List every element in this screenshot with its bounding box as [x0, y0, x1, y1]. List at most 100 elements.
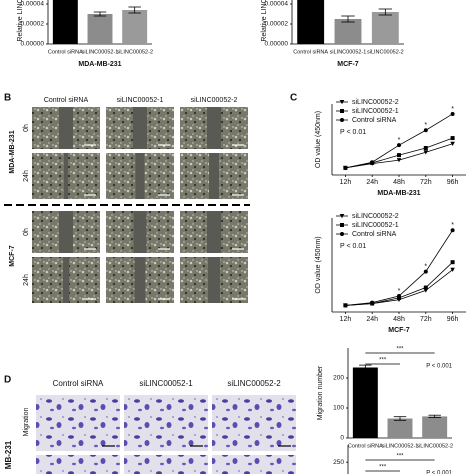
x-tick-label: 96h: [447, 316, 459, 323]
column-header: siLINC00052-1: [117, 97, 164, 104]
wound-gap: [59, 211, 73, 253]
legend-label: siLINC00052-1: [352, 222, 399, 229]
x-tick-label: siLINC00052-2: [416, 443, 453, 449]
transwell-image: [212, 455, 296, 474]
y-tick-label: 0: [340, 435, 344, 442]
wound-gap: [207, 211, 221, 253]
bar: [352, 367, 378, 438]
y-tick-label: 0.00004: [21, 1, 45, 8]
x-tick-label: siLINC00052-1: [82, 49, 119, 55]
column-header: siLINC00052-2: [191, 97, 238, 104]
x-axis-label: MCF-7: [337, 61, 358, 68]
y-tick-label: 0.00000: [265, 41, 289, 48]
x-tick-label: siLINC00052-1: [382, 443, 419, 449]
significance-label: P < 0.001: [426, 471, 452, 474]
x-tick-label: Control siRNA: [48, 49, 83, 55]
marker: [397, 294, 401, 299]
wound-gap: [59, 107, 73, 149]
wound-gap: [208, 257, 220, 303]
marker: [397, 143, 401, 148]
marker: [343, 303, 348, 308]
transwell-image: [212, 395, 296, 451]
row-label: 24h: [23, 274, 30, 286]
x-tick-label: 12h: [340, 316, 352, 323]
marker: [450, 228, 455, 233]
bar: [334, 19, 362, 44]
panel-letter: D: [4, 375, 11, 386]
bar: [422, 416, 448, 438]
star: *: [451, 222, 454, 229]
marker: [397, 153, 401, 158]
y-tick-label: 0.00004: [265, 1, 289, 8]
marker: [370, 300, 375, 305]
y-tick-label: 100: [333, 405, 344, 412]
column-header: Control siRNA: [44, 97, 89, 104]
bar: [87, 14, 113, 44]
x-tick-label: 24h: [366, 179, 378, 186]
legend-marker: [340, 223, 344, 227]
legend-marker: [340, 232, 344, 236]
column-header: siLINC00052-1: [139, 379, 193, 388]
legend-marker: [339, 214, 345, 219]
marker: [343, 165, 348, 170]
y-tick-label: 0.00002: [265, 21, 289, 28]
bar: [371, 12, 399, 44]
row-label: Migration: [23, 408, 30, 437]
panel-letter: C: [290, 93, 297, 104]
bar: [122, 10, 148, 44]
y-tick-label: 200: [333, 375, 344, 382]
significance-label: ***: [379, 465, 387, 471]
marker: [450, 267, 455, 272]
star: *: [451, 106, 454, 113]
star: *: [424, 263, 427, 270]
transwell-image: [124, 395, 208, 451]
x-axis-label: MCF-7: [388, 327, 409, 334]
marker: [423, 269, 428, 274]
marker: [423, 146, 428, 151]
bar: [387, 418, 413, 438]
y-axis-label: Migration number: [317, 365, 324, 420]
annotation: P < 0.01: [340, 129, 366, 136]
group-label: MCF-7: [9, 245, 16, 266]
x-tick-label: siLINC00052-2: [116, 49, 153, 55]
star: *: [424, 122, 427, 129]
marker: [370, 160, 375, 165]
legend-marker: [340, 118, 344, 122]
bar: [52, 0, 78, 44]
y-tick-label: 250: [333, 459, 344, 466]
column-header: siLINC00052-2: [227, 379, 281, 388]
row-label: 0h: [23, 228, 30, 236]
x-tick-label: Control siRNA: [348, 443, 383, 449]
wound-gap: [133, 211, 147, 253]
legend-label: siLINC00052-2: [352, 213, 399, 220]
y-axis-label: Relative LINC: [17, 0, 24, 42]
wound-gap: [64, 153, 68, 199]
marker: [423, 285, 428, 290]
wound-gap: [63, 257, 69, 303]
transwell-image: [124, 455, 208, 474]
y-axis-label: Relative LINC: [261, 0, 268, 42]
x-tick-label: 48h: [393, 316, 405, 323]
bar: [297, 0, 325, 44]
group-label: MDA-MB-231: [9, 130, 16, 173]
wound-gap: [209, 153, 219, 199]
legend-marker: [339, 100, 345, 105]
marker: [450, 141, 455, 146]
group-label: MB-231: [4, 440, 13, 469]
legend-marker: [340, 109, 344, 113]
marker: [450, 111, 455, 116]
significance-label: P < 0.001: [426, 364, 452, 370]
x-tick-label: siLINC00052-1: [330, 49, 367, 55]
star: *: [398, 137, 401, 144]
transwell-image: [36, 455, 120, 474]
legend-label: siLINC00052-1: [352, 108, 399, 115]
significance-label: ***: [396, 347, 404, 353]
x-tick-label: 96h: [447, 179, 459, 186]
y-axis-label: OD value (450nm): [315, 236, 322, 293]
y-axis-label: OD value (450nm): [315, 111, 322, 168]
marker: [450, 136, 455, 141]
x-tick-label: 72h: [420, 179, 432, 186]
x-tick-label: 48h: [393, 179, 405, 186]
annotation: P < 0.01: [340, 243, 366, 250]
